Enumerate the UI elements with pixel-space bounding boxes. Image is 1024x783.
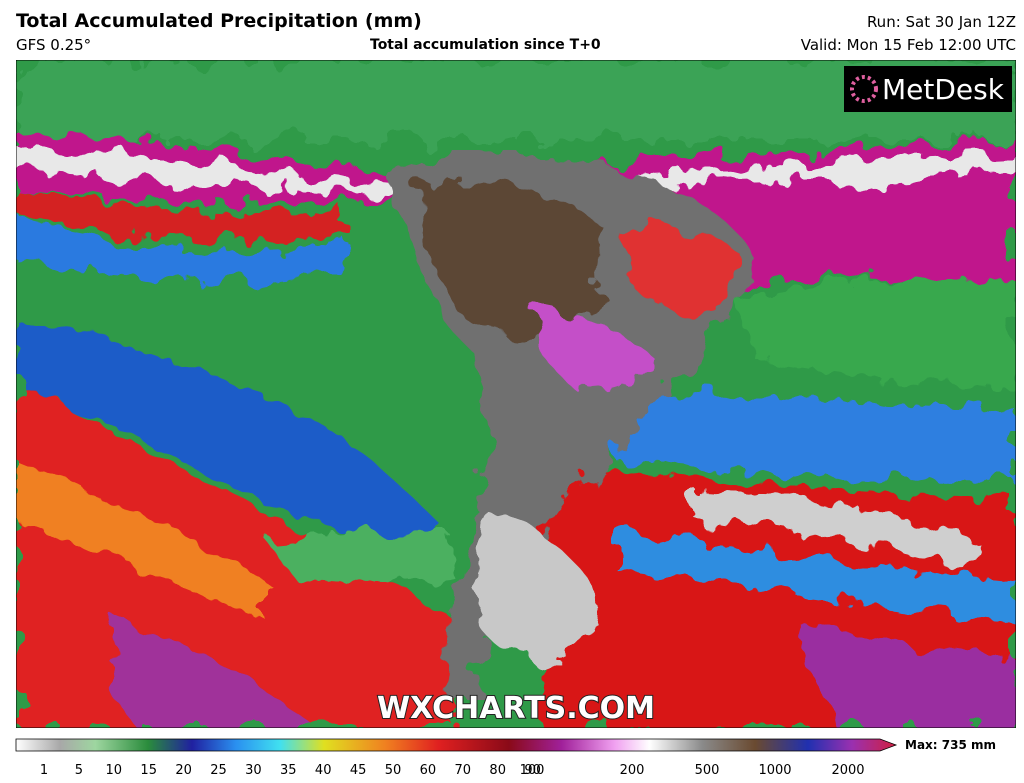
colorbar-tick-label: 1 (40, 763, 48, 778)
valid: Valid: Mon 15 Feb 12:00 UTC (800, 36, 1016, 54)
colorbar-tick-label: 100 (520, 763, 545, 778)
subtitle: Total accumulation since T+0 (370, 37, 601, 53)
colorbar-tick-label: 5 (75, 763, 83, 778)
title: Total Accumulated Precipitation (mm) (16, 10, 422, 32)
colorbar-tick-label: 1000 (758, 763, 791, 778)
colorbar-tick-label: 25 (210, 763, 227, 778)
colorbar-tick-label: 15 (140, 763, 157, 778)
colorbar: Max: 735 mm 1 5 10 15 20 25 30 35 40 45 50 60 70 80 90… (15, 738, 996, 778)
colorbar-tick-label: 30 (245, 763, 262, 778)
max-label: Max: 735 mm (905, 738, 996, 752)
logo: MetDesk (882, 73, 1005, 106)
colorbar-tick-label: 35 (280, 763, 297, 778)
model: GFS 0.25° (16, 36, 92, 54)
colorbar-tick-label: 200 (620, 763, 645, 778)
colorbar-tick-label: 60 (420, 763, 437, 778)
colorbar-tick-label: 80 (489, 763, 506, 778)
logo-icon (850, 75, 878, 103)
colorbar-tick-label: 2000 (831, 763, 864, 778)
colorbar-tick-label: 50 (385, 763, 402, 778)
colorbar-tick-label: 10 (106, 763, 123, 778)
colorbar-tick-label: 70 (455, 763, 472, 778)
colorbar-tick-label: 45 (350, 763, 367, 778)
colorbar-bar (15, 738, 898, 752)
colorbar-tick-label: 500 (695, 763, 720, 778)
logo-box (844, 66, 1012, 112)
run: Run: Sat 30 Jan 12Z (866, 13, 1016, 31)
map: MetDesk WXCHARTS.COM (16, 60, 1016, 728)
colorbar-tick-label: 90 (524, 763, 541, 778)
watermark: WXCHARTS.COM (377, 691, 655, 726)
colorbar-tick-label: 40 (315, 763, 332, 778)
colorbar-tick-label: 20 (175, 763, 192, 778)
